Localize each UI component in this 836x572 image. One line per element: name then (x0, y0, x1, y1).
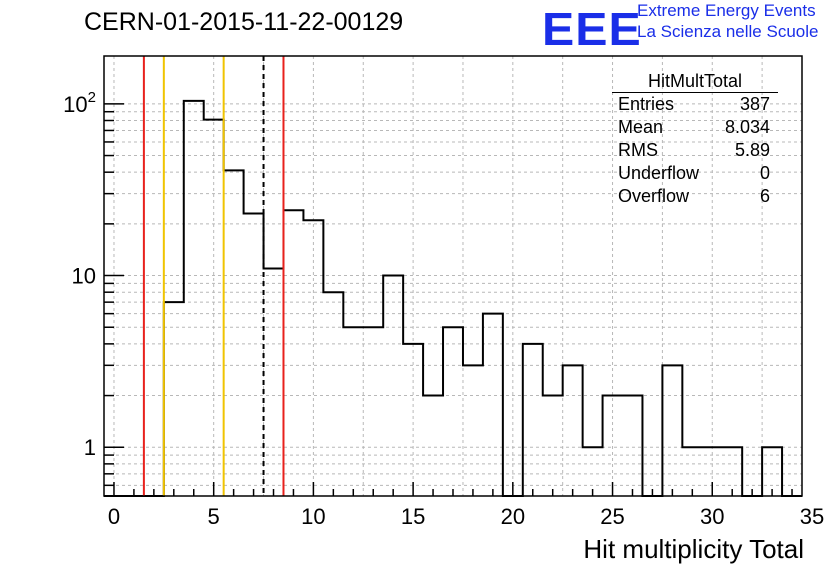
eee-logo: EEE (542, 3, 642, 55)
x-axis-label: Hit multiplicity Total (583, 534, 804, 564)
histogram-bin (463, 365, 483, 496)
histogram-bin (164, 302, 184, 496)
axis-ticks (104, 103, 793, 496)
histogram-bin (623, 396, 643, 496)
histogram-outline (104, 99, 802, 497)
histogram-bin (563, 365, 583, 496)
run-title: CERN-01-2015-11-22-00129 (84, 8, 404, 36)
x-tick-label: 10 (301, 504, 325, 529)
stats-label: RMS (618, 140, 658, 160)
histogram-bin (443, 327, 463, 496)
stats-row-overflow: Overflow 6 (612, 185, 778, 208)
stats-box-title: HitMultTotal (612, 70, 778, 93)
x-tick-label: 30 (700, 504, 724, 529)
histogram-bin (543, 396, 563, 496)
y-tick-label-exponent: 2 (88, 89, 96, 106)
y-tick-label: 1 (84, 435, 96, 460)
x-tick-label: 5 (208, 504, 220, 529)
histogram-bin (323, 292, 343, 496)
stats-value: 387 (739, 94, 770, 114)
stats-value: 0 (759, 163, 770, 183)
histogram-bin (343, 327, 363, 496)
x-tick-label: 0 (108, 504, 120, 529)
histogram-bin (283, 210, 303, 496)
x-tick-label: 35 (800, 504, 824, 529)
stats-label: Mean (618, 117, 664, 137)
histogram-bin (423, 396, 443, 496)
stats-box: HitMultTotal Entries 387 Mean 8.034 RMS … (612, 70, 778, 208)
stats-value: 6 (759, 186, 770, 206)
stats-row-underflow: Underflow 0 (612, 162, 778, 185)
stats-label: Overflow (618, 186, 690, 206)
histogram-bin (583, 447, 603, 496)
org-name-line2: La Scienza nelle Scuole (637, 22, 819, 41)
stats-row-rms: RMS 5.89 (612, 139, 778, 162)
y-tick-label: 102 (63, 89, 96, 117)
x-tick-label: 20 (501, 504, 525, 529)
histogram-bin (184, 101, 204, 496)
histogram-bin (244, 213, 264, 496)
y-tick-label-base: 10 (63, 92, 87, 117)
histogram-bin (722, 447, 742, 496)
x-tick-label: 25 (600, 504, 624, 529)
stats-value: 8.034 (724, 117, 770, 137)
histogram-bin (483, 314, 503, 496)
histogram-bin (363, 327, 383, 496)
stats-row-entries: Entries 387 (612, 93, 778, 116)
histogram-bin (662, 365, 682, 496)
histogram-bin (383, 276, 403, 496)
org-name-line1: Extreme Energy Events (637, 1, 816, 20)
reference-lines (142, 56, 285, 496)
stats-label: Underflow (618, 163, 700, 183)
x-tick-labels: 0 5 10 15 20 25 30 35 (108, 504, 824, 529)
histogram-step-line (104, 99, 802, 497)
x-tick-label: 15 (401, 504, 425, 529)
stats-label: Entries (618, 94, 675, 114)
histogram-bin (403, 344, 423, 496)
y-tick-label: 10 (72, 264, 96, 289)
histogram-bin (762, 447, 782, 496)
histogram-bin (682, 447, 702, 496)
stats-value: 5.89 (734, 140, 770, 160)
stats-row-mean: Mean 8.034 (612, 116, 778, 139)
histogram-bin (523, 344, 543, 496)
